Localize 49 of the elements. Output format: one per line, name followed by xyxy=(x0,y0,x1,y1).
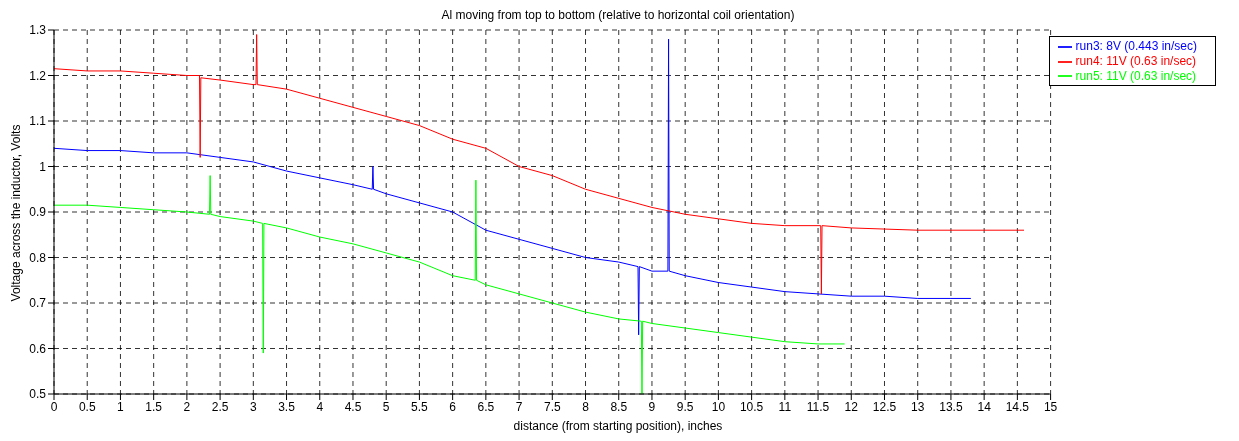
line-series xyxy=(54,34,1025,295)
x-tick-label: 5.5 xyxy=(411,399,429,414)
x-tick-label: 4 xyxy=(316,399,324,414)
x-tick-label: 10.5 xyxy=(739,399,764,414)
x-tick-label: 11.5 xyxy=(806,399,830,414)
y-tick-label: 0.7 xyxy=(29,296,47,311)
x-tick-label: 2.5 xyxy=(211,399,229,414)
x-tick-label: 0 xyxy=(50,399,58,414)
x-tick-label: 9.5 xyxy=(676,399,694,414)
line-series xyxy=(54,38,972,336)
x-tick-label: 13 xyxy=(911,399,925,414)
x-tick-label: 12.5 xyxy=(872,399,897,414)
x-tick-label: 10 xyxy=(711,399,726,414)
x-tick-label: 0.5 xyxy=(78,399,96,414)
x-tick-label: 8.5 xyxy=(610,399,628,414)
x-tick-label: 13.5 xyxy=(939,399,963,414)
y-tick-label: 1.1 xyxy=(29,114,47,129)
y-axis-title: Voltage across the inductor, Volts xyxy=(9,124,23,302)
legend-label: run4: 11V (0.63 in/sec) xyxy=(1075,53,1197,68)
legend-label: run5: 11V (0.63 in/sec) xyxy=(1075,68,1197,83)
y-tick-label: 1.3 xyxy=(29,23,47,38)
x-tick-label: 1.5 xyxy=(145,399,163,414)
legend-label: run3: 8V (0.443 in/sec) xyxy=(1075,39,1197,53)
y-tick-label: 1 xyxy=(39,159,47,174)
y-tick-label: 0.8 xyxy=(29,250,47,265)
x-tick-label: 9 xyxy=(648,399,656,414)
x-tick-label: 8 xyxy=(582,399,590,414)
x-tick-label: 11 xyxy=(778,399,792,414)
x-tick-label: 14.5 xyxy=(1005,399,1030,414)
x-axis-title: distance (from starting position), inches xyxy=(512,419,724,433)
y-tick-label: 0.6 xyxy=(29,341,47,356)
x-tick-label: 7 xyxy=(515,399,523,414)
y-tick-label: 0.9 xyxy=(29,205,47,220)
x-tick-label: 6.5 xyxy=(477,399,495,414)
x-tick-label: 12 xyxy=(844,399,859,414)
x-tick-label: 1 xyxy=(117,399,125,414)
y-tick-label: 0.5 xyxy=(29,387,47,402)
x-tick-label: 3 xyxy=(249,399,257,414)
x-tick-label: 5 xyxy=(382,399,390,414)
x-tick-label: 7.5 xyxy=(543,399,561,414)
line-series xyxy=(54,175,846,394)
x-tick-label: 14 xyxy=(977,399,992,414)
x-tick-label: 15 xyxy=(1043,399,1058,414)
x-tick-label: 4.5 xyxy=(344,399,362,414)
x-tick-label: 6 xyxy=(449,399,457,414)
chart-title: Al moving from top to bottom (relative to horizontal coil orientation) xyxy=(440,8,796,22)
x-tick-label: 2 xyxy=(183,399,191,414)
x-tick-label: 3.5 xyxy=(278,399,296,414)
y-tick-label: 1.2 xyxy=(29,68,47,83)
